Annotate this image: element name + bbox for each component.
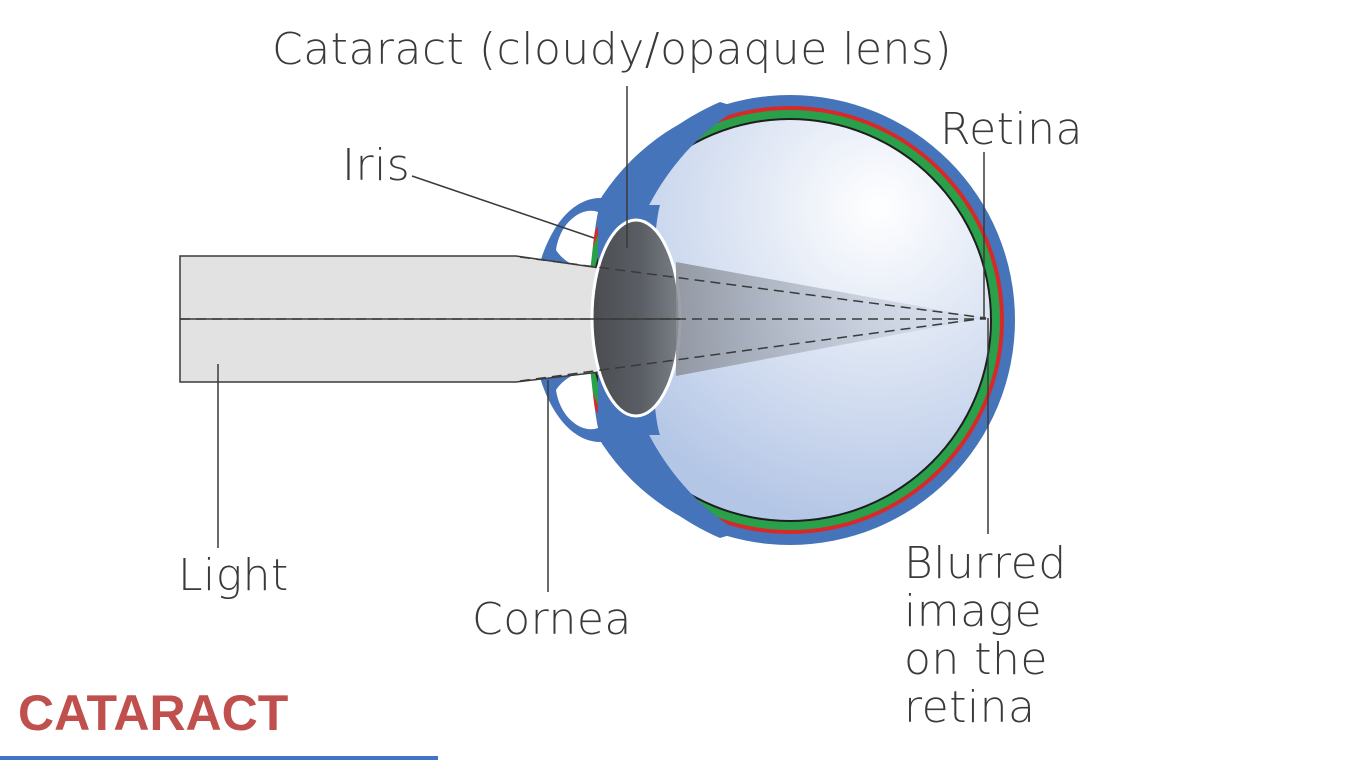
- iris-label: Iris: [342, 140, 411, 191]
- ray-bottom: [519, 317, 987, 382]
- page-title: CATARACT: [18, 685, 289, 741]
- retina-label: Retina: [940, 104, 1083, 155]
- ciliary-band-bottom: [598, 415, 740, 538]
- light-label: Light: [178, 550, 289, 601]
- blurred-image-label: Blurred image on the retina: [904, 538, 1067, 733]
- cloudy-lens: [590, 218, 682, 418]
- leader-iris: [411, 175, 595, 239]
- title-underline: [0, 756, 438, 760]
- cataract-label: Cataract (cloudy/opaque lens): [272, 24, 953, 75]
- anterior-chamber-top: [556, 210, 598, 272]
- ciliary-band-top: [598, 102, 740, 225]
- cornea-label: Cornea: [472, 594, 632, 645]
- ray-top: [519, 256, 987, 319]
- anterior-chamber-bottom: [556, 368, 598, 430]
